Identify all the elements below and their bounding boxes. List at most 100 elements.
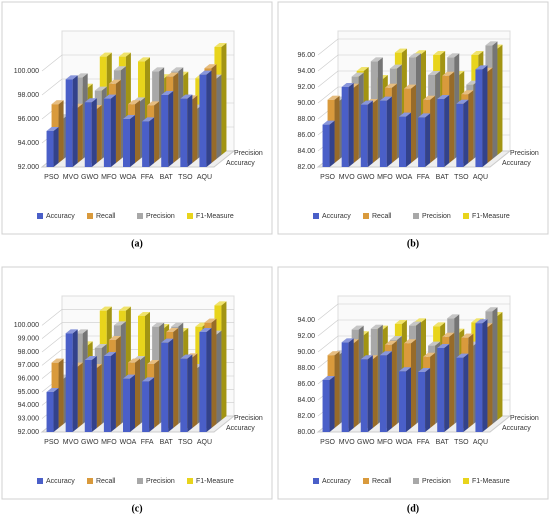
bar-top-shine [409, 53, 421, 58]
bar-side-shade [487, 67, 493, 163]
bar-front [456, 103, 464, 167]
bar-side [77, 362, 83, 428]
bar-side-shade [115, 336, 121, 428]
x-tick-label: GWO [81, 174, 99, 181]
grid-line-side [317, 335, 339, 353]
y-tick-label: 92.000 [18, 164, 40, 171]
bar-side-shade [386, 96, 392, 167]
bar-side-shade [53, 388, 59, 432]
bar-top [466, 80, 479, 85]
bar-top [447, 53, 460, 58]
y-tick-label: 97.000 [18, 362, 40, 369]
legend-label: Recall [372, 478, 392, 485]
bar-top [322, 376, 335, 380]
grid-line-side [41, 335, 63, 353]
bar-top-shine [475, 65, 488, 70]
bar-side-shade [216, 74, 222, 159]
bar-side-shade [168, 338, 174, 432]
depth-label: Accuracy [502, 425, 531, 432]
bar-side-shade [334, 351, 340, 428]
bar-top [475, 319, 488, 324]
y-tick-label: 98.000 [18, 92, 40, 99]
y-tick-label: 96.000 [18, 376, 40, 383]
y-tick-label: 84.00 [297, 397, 315, 404]
bar-top [204, 64, 217, 69]
bar-side-shade [58, 358, 64, 428]
bar-side [135, 358, 140, 428]
bar [399, 112, 411, 167]
bar-top-shine [46, 127, 59, 131]
grid-line-side [317, 38, 339, 56]
legend-swatch [313, 213, 319, 219]
bar-side [492, 41, 498, 159]
bar-top [103, 352, 116, 356]
bar-top-shine [404, 339, 416, 344]
bar-top-shine [51, 100, 64, 105]
bar-side [72, 329, 78, 432]
legend-swatch [463, 478, 469, 484]
bar [65, 75, 78, 167]
bar [142, 117, 155, 167]
bar-top [442, 332, 455, 337]
bar-side [173, 328, 179, 428]
bar-top [389, 64, 402, 69]
bar-top [171, 67, 184, 72]
bar-side [463, 99, 469, 167]
bar-front [399, 371, 406, 432]
bar-top-shine [75, 329, 88, 334]
bar [322, 376, 335, 432]
bar-top [75, 329, 88, 334]
bar-side [468, 333, 474, 428]
bar-side [391, 340, 397, 428]
bar-side-shade [115, 79, 121, 163]
x-tick-label: WOA [396, 174, 413, 181]
bar-top [360, 100, 373, 105]
bar-top [485, 307, 498, 312]
bar-side [53, 127, 59, 167]
x-tick-label: FFA [141, 174, 154, 181]
bar-top [414, 50, 426, 55]
bar-top [99, 306, 112, 311]
bar-side [425, 113, 431, 167]
bar-top [199, 328, 212, 332]
y-tick-label: 96.00 [297, 52, 315, 59]
panel-label: (c) [131, 503, 142, 514]
bar-side [91, 356, 97, 432]
bar-side [130, 115, 135, 167]
x-tick-label: BAT [160, 174, 174, 181]
x-tick-label: WOA [120, 439, 137, 446]
bar-top-shine [418, 113, 431, 118]
bar-side [386, 351, 392, 432]
legend-swatch [187, 478, 193, 484]
x-tick-label: AQU [197, 439, 212, 446]
bar-top-shine [379, 351, 392, 356]
bar-top-shine [394, 320, 407, 324]
bar-side [449, 71, 455, 163]
bar-top [384, 83, 397, 88]
legend-label: F1-Measure [472, 478, 510, 485]
bar-side [353, 83, 359, 163]
x-tick-label: WOA [396, 439, 413, 446]
bar-top [370, 324, 383, 329]
bar-top [414, 318, 426, 323]
bar-top [113, 66, 126, 71]
bar-top-shine [414, 318, 426, 323]
x-tick-label: WOA [120, 174, 137, 181]
y-tick-label: 94.00 [297, 68, 315, 75]
bar-side-shade [77, 103, 83, 163]
bar-front [123, 378, 130, 432]
depth-label: Accuracy [226, 160, 255, 167]
bar-top-shine [94, 344, 107, 348]
bar-top [475, 65, 488, 70]
bar-top-shine [152, 322, 165, 327]
legend-label: Precision [422, 478, 451, 485]
bar-top-shine [123, 115, 135, 119]
bar-top-shine [485, 41, 498, 46]
bar-side [110, 94, 116, 167]
bar-front [437, 348, 445, 432]
bar-top-shine [351, 72, 364, 77]
bar-side [192, 353, 198, 428]
bar [180, 94, 193, 167]
bar-side [53, 388, 59, 432]
bar-top [399, 112, 411, 117]
